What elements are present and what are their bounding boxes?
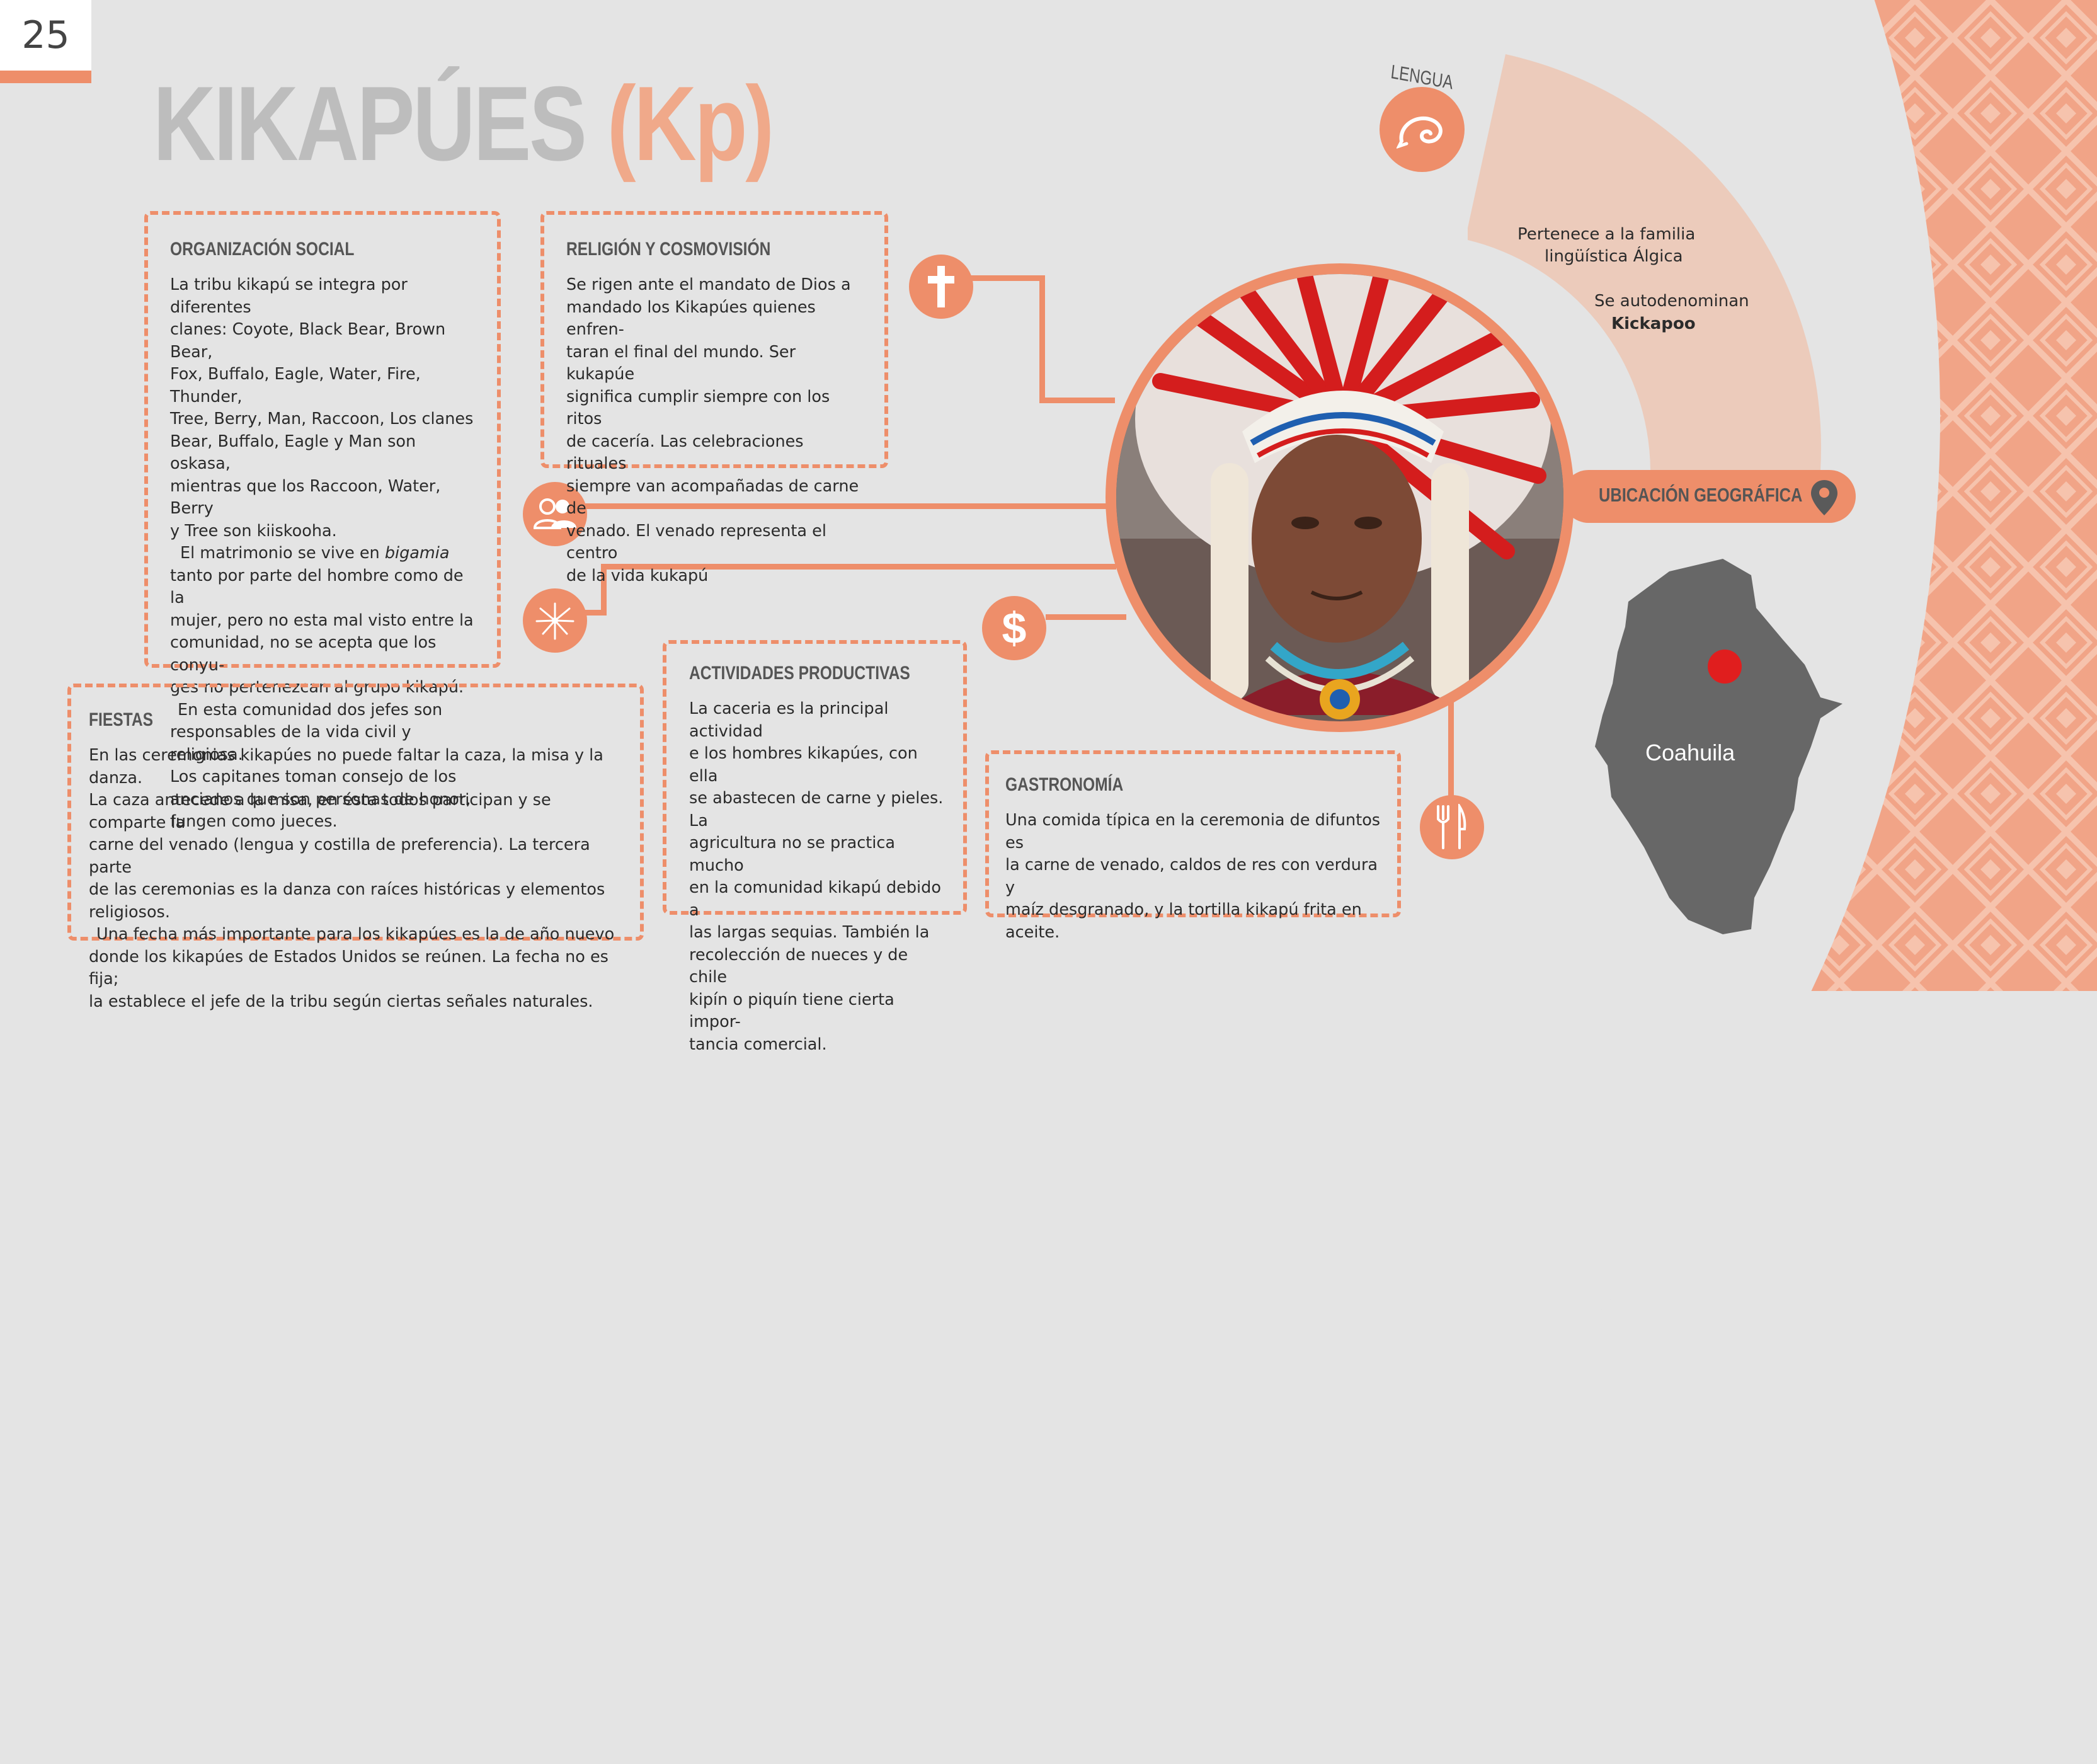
coahuila-map [1595,559,1843,934]
state-label: Coahuila [1645,740,1735,765]
lengua-self-name-line: Se autodenominan [1594,292,1749,311]
connector-fiestas-h1 [583,610,606,616]
page-number: 25 [0,0,91,71]
lengua-icon-circle [1380,87,1465,172]
lengua-family-line1: Pertenece a la familia [1517,225,1696,244]
ubicacion-pill [1562,470,1856,523]
title-code: (Kp) [607,64,775,183]
organizacion-para2: El matrimonio se vive en bigamia tanto p… [170,542,477,699]
connector-actividades [1046,614,1126,620]
lengua-sector [1468,54,1821,470]
actividades-text: La caceria es la principal actividad e l… [689,699,944,1054]
fiestas-icon-circle [523,588,587,653]
connector-religion-h2 [1039,398,1115,403]
organizacion-title: ORGANIZACIÓN SOCIAL [170,239,355,260]
lengua-self-name: Kickapoo [1611,314,1696,333]
fireworks-icon [535,602,574,640]
connector-fiestas-v [601,564,607,616]
organizacion-box: ORGANIZACIÓN SOCIAL La tribu kikapú se i… [144,211,501,831]
ubicacion-label: UBICACIÓN GEOGRÁFICA [1599,484,1803,506]
fiestas-box: FIESTAS En las ceremonias kikapúes no pu… [67,684,644,1011]
speech-swirl-icon [1396,116,1443,149]
people-icon [533,498,576,529]
actividades-icon-circle: $ [982,596,1046,660]
organizacion-para3: En esta comunidad dos jefes son responsa… [170,700,471,832]
connector-fiestas-h2 [601,564,1116,570]
gastronomia-box: GASTRONOMÍA Una comida típica en la cere… [985,750,1401,942]
page-title: KIKAPÚES (Kp) [153,63,775,185]
connector-gastronomia [1448,699,1454,806]
lengua-family-line2: lingüística Álgica [1545,247,1683,266]
fiestas-para1: En las ceremonias kikapúes no puede falt… [89,746,605,922]
fiestas-para2: Una fecha más importante para los kikapú… [89,925,615,1011]
fork-knife-icon [1437,804,1466,849]
organizacion-para2-prefix: El matrimonio se vive en [180,544,385,563]
portrait-photo [1116,274,1563,721]
cross-icon [928,266,954,307]
page-number-underline [0,71,91,83]
religion-box: RELIGIÓN Y COSMOVISIÓN Se rigen ante el … [540,211,888,585]
organizacion-icon-circle [523,482,587,546]
actividades-box: ACTIVIDADES PRODUCTIVAS La caceria es la… [663,640,967,1054]
organizacion-para2-em: bigamia [384,544,450,563]
fiestas-title: FIESTAS [89,709,154,730]
organizacion-para2-rest: tanto por parte del hombre como de la mu… [170,566,474,697]
connector-religion-v [1039,275,1045,403]
religion-text: Se rigen ante el mandato de Dios a manda… [566,275,859,585]
connector-religion-h1 [965,275,1044,281]
title-main: KIKAPÚES [153,64,587,183]
connector-organizacion [583,503,1112,509]
gastronomia-text: Una comida típica en la ceremonia de dif… [1005,811,1381,942]
map-pin-icon [1811,480,1837,515]
religion-title: RELIGIÓN Y COSMOVISIÓN [566,239,771,260]
gastronomia-title: GASTRONOMÍA [1005,774,1124,795]
actividades-title: ACTIVIDADES PRODUCTIVAS [689,663,910,684]
dollar-icon: $ [1002,604,1027,653]
organizacion-para1: La tribu kikapú se integra por diferente… [170,275,474,541]
gastronomia-icon-circle [1420,795,1484,859]
religion-icon-circle [909,255,973,319]
portrait-illustration [1116,274,1563,721]
